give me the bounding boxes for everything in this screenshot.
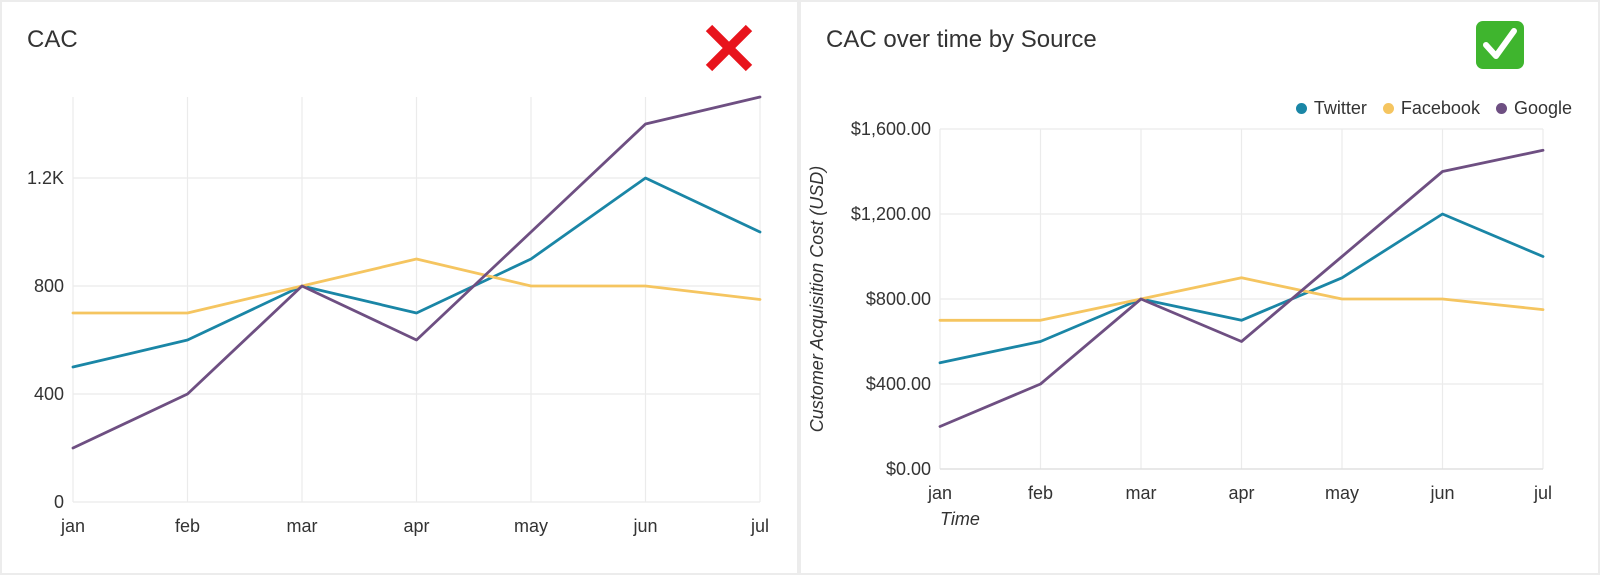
series-line-series-2 <box>71 257 762 315</box>
x-tick-label: feb <box>175 516 200 536</box>
legend-label: Facebook <box>1400 98 1480 118</box>
chart-title: CAC <box>27 26 78 53</box>
green-checkmark-icon <box>1476 21 1524 69</box>
series-line-twitter <box>938 212 1545 365</box>
x-tick-label: jun <box>632 516 657 536</box>
y-tick-label: 800 <box>34 276 64 296</box>
legend-dot <box>1495 103 1507 114</box>
line-chart-left: 0 400 800 1.2K jan feb mar apr may jun jul <box>27 95 769 536</box>
series-line-google <box>938 148 1545 428</box>
y-tick-label: 1.2K <box>27 168 64 188</box>
x-tick-label: jul <box>1533 483 1552 503</box>
red-x-icon <box>705 24 753 72</box>
x-tick-label: jun <box>1429 483 1454 503</box>
y-axis-title: Customer Acquisition Cost (USD) <box>807 166 827 432</box>
series-line-series-1 <box>71 176 762 369</box>
y-tick-label: 0 <box>54 492 64 512</box>
x-tick-label: jan <box>927 483 952 503</box>
x-tick-label: mar <box>1126 483 1157 503</box>
x-tick-label: feb <box>1028 483 1053 503</box>
series-line-series-3 <box>71 95 762 450</box>
legend-dot <box>1382 103 1394 114</box>
y-tick-label: $400.00 <box>866 374 931 394</box>
series-line-facebook <box>938 276 1545 322</box>
x-tick-label: jul <box>750 516 769 536</box>
chart-title: CAC over time by Source <box>826 26 1097 53</box>
legend-dot <box>1295 103 1307 114</box>
x-tick-label: may <box>1325 483 1359 503</box>
x-tick-label: apr <box>403 516 429 536</box>
chart-panel-left: CAC 0 400 800 1.2K jan feb mar apr may jun jul <box>2 2 797 573</box>
x-axis-title: Time <box>940 509 980 529</box>
legend-item-twitter: Twitter <box>1295 98 1367 119</box>
y-tick-label: $0.00 <box>886 459 931 479</box>
y-tick-label: $1,600.00 <box>851 119 931 139</box>
chart-panel-right: CAC over time by Source Twitter Facebook… <box>801 2 1598 573</box>
y-tick-label: 400 <box>34 384 64 404</box>
x-tick-label: may <box>514 516 548 536</box>
line-chart-right: $0.00 $400.00 $800.00 $1,200.00 $1,600.00 jan… <box>807 119 1552 529</box>
y-tick-label: $800.00 <box>866 289 931 309</box>
legend-label: Twitter <box>1313 98 1367 118</box>
legend-item-facebook: Facebook <box>1382 98 1480 119</box>
chart-legend: Twitter Facebook Google <box>1295 98 1572 119</box>
x-tick-label: jan <box>60 516 85 536</box>
x-tick-label: mar <box>287 516 318 536</box>
y-tick-label: $1,200.00 <box>851 204 931 224</box>
legend-label: Google <box>1513 98 1572 118</box>
x-tick-label: apr <box>1228 483 1254 503</box>
legend-item-google: Google <box>1495 98 1572 119</box>
